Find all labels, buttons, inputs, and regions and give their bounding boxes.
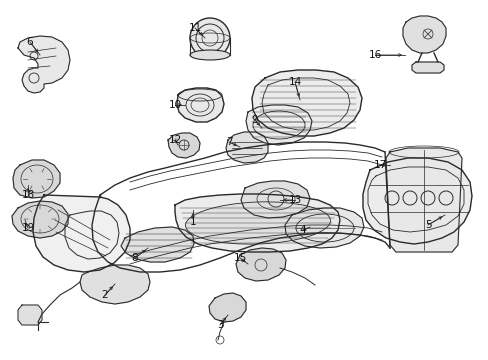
Text: 3: 3 bbox=[216, 320, 223, 330]
Polygon shape bbox=[33, 195, 130, 272]
Text: 19: 19 bbox=[21, 223, 35, 233]
Text: 16: 16 bbox=[367, 50, 381, 60]
Text: 17: 17 bbox=[373, 160, 386, 170]
Polygon shape bbox=[285, 208, 363, 248]
Polygon shape bbox=[168, 133, 200, 158]
Polygon shape bbox=[12, 201, 68, 238]
Polygon shape bbox=[251, 70, 361, 136]
Polygon shape bbox=[121, 227, 194, 262]
Polygon shape bbox=[208, 293, 245, 322]
Polygon shape bbox=[13, 160, 60, 198]
Polygon shape bbox=[236, 248, 285, 281]
Text: 5: 5 bbox=[424, 220, 430, 230]
Polygon shape bbox=[175, 194, 339, 252]
Ellipse shape bbox=[190, 50, 229, 60]
Polygon shape bbox=[241, 181, 309, 218]
Text: 15: 15 bbox=[233, 253, 246, 263]
Ellipse shape bbox=[185, 202, 330, 244]
Text: 14: 14 bbox=[288, 77, 301, 87]
Text: 13: 13 bbox=[288, 195, 301, 205]
Text: 18: 18 bbox=[21, 190, 35, 200]
Polygon shape bbox=[411, 62, 443, 73]
Text: 1: 1 bbox=[189, 217, 196, 227]
Text: 6: 6 bbox=[27, 37, 33, 47]
Text: 2: 2 bbox=[102, 290, 108, 300]
Polygon shape bbox=[402, 16, 445, 53]
Text: 9: 9 bbox=[251, 115, 258, 125]
Polygon shape bbox=[385, 148, 461, 252]
Circle shape bbox=[190, 18, 229, 58]
Polygon shape bbox=[362, 158, 471, 244]
Polygon shape bbox=[245, 105, 311, 145]
Text: 12: 12 bbox=[168, 135, 181, 145]
Polygon shape bbox=[225, 132, 267, 163]
Text: 7: 7 bbox=[225, 137, 232, 147]
Polygon shape bbox=[18, 305, 42, 325]
Text: 4: 4 bbox=[299, 225, 305, 235]
Text: 8: 8 bbox=[131, 253, 138, 263]
Text: 11: 11 bbox=[188, 23, 201, 33]
Polygon shape bbox=[80, 265, 150, 304]
Polygon shape bbox=[18, 36, 70, 93]
Text: 10: 10 bbox=[168, 100, 181, 110]
Polygon shape bbox=[177, 88, 224, 122]
